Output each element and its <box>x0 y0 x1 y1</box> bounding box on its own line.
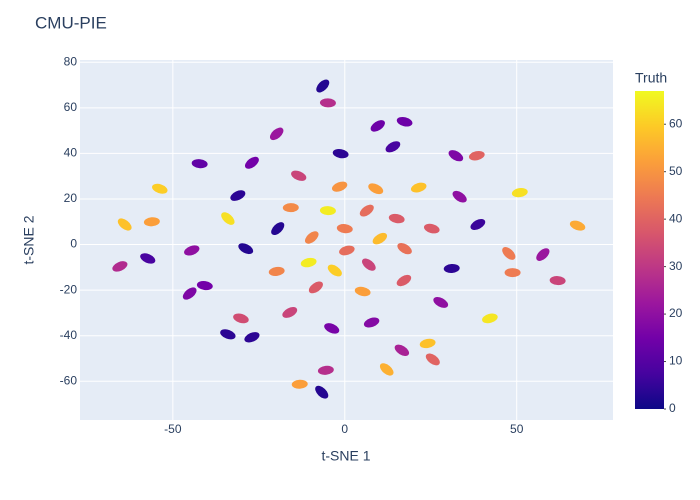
point-cluster <box>191 159 208 169</box>
point-cluster <box>244 156 259 169</box>
y-tick-label: 40 <box>64 146 78 160</box>
point-cluster <box>368 183 384 195</box>
point-cluster <box>385 141 401 153</box>
point-cluster <box>324 323 340 334</box>
point-cluster <box>433 296 449 308</box>
y-tick-label: 20 <box>64 191 78 205</box>
point-cluster <box>536 248 550 261</box>
point-cluster <box>244 332 260 343</box>
point-cluster <box>233 313 249 324</box>
point-cluster <box>504 268 521 278</box>
point-cluster <box>397 243 412 255</box>
x-axis-title: t-SNE 1 <box>321 448 370 464</box>
point-cluster <box>300 257 317 268</box>
point-cluster <box>220 329 236 340</box>
point-cluster <box>336 224 353 234</box>
point-cluster <box>452 190 467 203</box>
point-cluster <box>470 219 486 230</box>
point-cluster <box>271 222 285 236</box>
point-cluster <box>549 276 566 286</box>
point-cluster <box>221 212 235 225</box>
colorbar <box>635 91 664 409</box>
point-cluster <box>372 232 388 245</box>
colorbar-tick-label: 10 <box>669 354 683 368</box>
point-cluster <box>196 280 213 291</box>
point-cluster <box>282 307 298 318</box>
point-cluster <box>468 150 485 161</box>
point-cluster <box>319 98 336 108</box>
point-cluster <box>182 287 197 300</box>
point-cluster <box>396 274 412 287</box>
x-tick-label: 0 <box>341 422 348 436</box>
point-cluster <box>448 150 464 162</box>
colorbar-title: Truth <box>635 70 667 86</box>
colorbar-tick-label: 50 <box>669 164 683 178</box>
point-cluster <box>362 258 376 271</box>
point-cluster <box>419 338 436 349</box>
point-cluster <box>316 79 330 93</box>
point-cluster <box>327 264 342 277</box>
point-cluster <box>268 266 285 277</box>
point-cluster <box>569 220 586 231</box>
point-cluster <box>354 286 371 297</box>
point-cluster <box>425 353 440 366</box>
point-cluster <box>112 261 128 272</box>
point-cluster <box>339 245 355 256</box>
point-cluster <box>269 127 284 141</box>
point-cluster <box>184 245 200 256</box>
y-tick-label: 60 <box>64 100 78 114</box>
point-cluster <box>363 317 380 328</box>
point-cluster <box>315 385 329 399</box>
point-cluster <box>331 181 348 192</box>
colorbar-tick-label: 30 <box>669 259 683 273</box>
y-tick-label: -20 <box>60 282 78 296</box>
plot-area <box>80 60 613 420</box>
point-cluster <box>423 223 440 234</box>
point-cluster <box>238 243 254 255</box>
point-cluster <box>308 281 323 294</box>
point-cluster <box>317 365 334 375</box>
chart-title: CMU-PIE <box>35 13 107 32</box>
point-cluster <box>370 120 385 132</box>
point-cluster <box>443 263 460 274</box>
point-cluster <box>282 203 299 213</box>
x-tick-label: -50 <box>164 422 182 436</box>
point-cluster <box>388 213 405 224</box>
point-cluster <box>143 217 160 227</box>
point-cluster <box>332 149 349 159</box>
point-cluster <box>394 344 410 356</box>
point-cluster <box>319 206 336 216</box>
point-cluster <box>230 190 246 201</box>
y-tick-label: -60 <box>60 373 78 387</box>
y-axis-title: t-SNE 2 <box>21 215 37 264</box>
point-cluster <box>291 170 307 181</box>
point-cluster <box>379 363 394 376</box>
point-cluster <box>410 182 427 193</box>
colorbar-tick-label: 60 <box>669 116 683 130</box>
point-cluster <box>482 313 498 324</box>
colorbar-tick-label: 0 <box>669 401 676 415</box>
y-tick-label: -40 <box>60 328 78 342</box>
point-cluster <box>304 231 319 244</box>
colorbar-tick-label: 20 <box>669 306 683 320</box>
point-cluster <box>502 247 516 260</box>
point-cluster <box>511 187 528 198</box>
point-cluster <box>152 183 168 194</box>
y-tick-label: 80 <box>64 54 78 68</box>
point-cluster <box>117 218 132 231</box>
y-tick-label: 0 <box>70 237 77 251</box>
point-cluster <box>291 379 308 389</box>
point-cluster <box>359 204 374 217</box>
colorbar-tick-label: 40 <box>669 211 683 225</box>
point-cluster <box>140 253 156 264</box>
x-tick-label: 50 <box>510 422 524 436</box>
point-cluster <box>396 116 413 127</box>
